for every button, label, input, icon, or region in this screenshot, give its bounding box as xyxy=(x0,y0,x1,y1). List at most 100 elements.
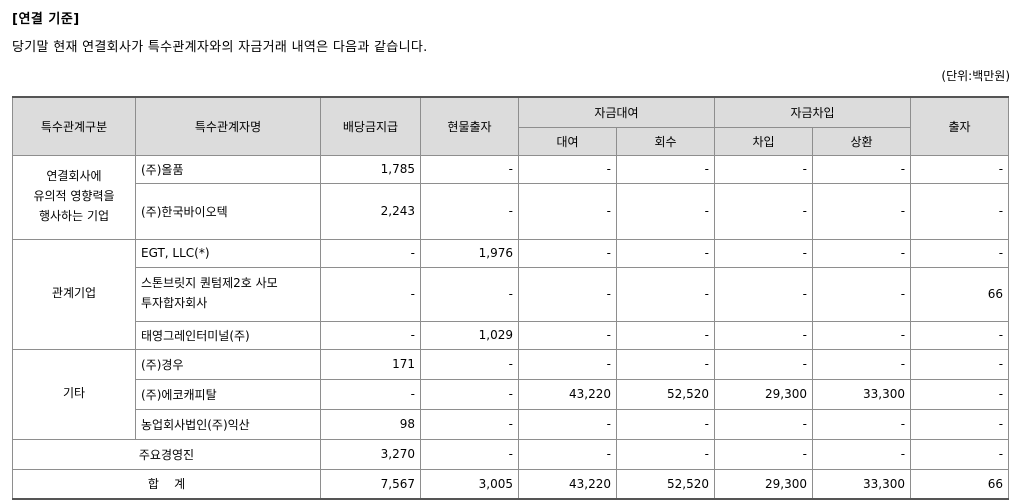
value-cell: - xyxy=(420,182,519,240)
value-cell: - xyxy=(420,438,519,470)
value-cell: - xyxy=(518,266,617,322)
value-cell: - xyxy=(910,238,1010,268)
value-cell: - xyxy=(812,154,912,184)
value-cell: - xyxy=(320,266,421,322)
value-cell: 1,976 xyxy=(420,238,519,268)
value-cell: - xyxy=(910,320,1010,350)
value-cell: - xyxy=(910,438,1010,470)
table-row: 농업회사법인(주)익산 98- - - - - - xyxy=(13,408,1010,440)
value-cell: - xyxy=(518,320,617,350)
header-party-name: 특수관계자명 xyxy=(135,96,321,156)
value-cell: - xyxy=(812,266,912,322)
value-cell: - xyxy=(320,320,421,350)
header-loan-group: 자금대여 xyxy=(517,96,716,128)
value-cell: - xyxy=(910,154,1010,184)
party-name-cell: 농업회사법인(주)익산 xyxy=(135,408,321,440)
value-cell: - xyxy=(518,438,617,470)
value-cell: 52,520 xyxy=(615,378,716,410)
value-cell: 1,785 xyxy=(320,154,421,184)
table-row: 스톤브릿지 퀀텀제2호 사모 투자합자회사 - - - - - -66 xyxy=(13,266,1010,322)
value-cell: - xyxy=(714,266,814,322)
value-cell: - xyxy=(714,348,814,380)
value-cell: 66 xyxy=(910,468,1010,500)
value-cell: - xyxy=(420,266,519,322)
header-borrow-group: 자금차입 xyxy=(714,96,912,128)
value-cell: - xyxy=(714,438,814,470)
header-repayment: 상환 xyxy=(812,126,912,156)
value-cell: - xyxy=(714,238,814,268)
value-cell: - xyxy=(615,408,716,440)
table-row: 기타 (주)경우 171- - - - - - xyxy=(12,348,1010,440)
value-cell: - xyxy=(615,266,716,322)
value-cell: 33,300 xyxy=(812,468,912,500)
header-investment: 출자 xyxy=(910,96,1010,156)
value-cell: - xyxy=(714,320,814,350)
value-cell: 43,220 xyxy=(518,468,617,500)
category-cell: 기타 xyxy=(12,348,136,440)
value-cell: - xyxy=(518,408,617,440)
value-cell: 66 xyxy=(910,266,1010,322)
value-cell: 33,300 xyxy=(812,378,912,410)
executives-row: 주요경영진 3,270- - - - - - xyxy=(12,438,1010,470)
value-cell: - xyxy=(420,348,519,380)
party-name-cell: 스톤브릿지 퀀텀제2호 사모 투자합자회사 xyxy=(135,266,321,322)
value-cell: - xyxy=(420,408,519,440)
value-cell: - xyxy=(615,320,716,350)
value-cell: - xyxy=(812,238,912,268)
value-cell: 43,220 xyxy=(518,378,617,410)
header-collection: 회수 xyxy=(615,126,716,156)
value-cell: 7,567 xyxy=(320,468,421,500)
table-row: 관계기업 EGT, LLC(*) -1,976- - - - - xyxy=(12,238,1010,350)
header-category: 특수관계구분 xyxy=(12,96,136,156)
total-row: 합 계 7,567 3,005 43,220 52,520 29,300 33,300 66 xyxy=(12,468,1010,500)
party-name-cell: (주)에코캐피탈 xyxy=(135,378,321,410)
value-cell: - xyxy=(615,438,716,470)
value-cell: - xyxy=(714,182,814,240)
header-borrowing: 차입 xyxy=(714,126,814,156)
value-cell: - xyxy=(518,238,617,268)
table-row: (주)한국바이오텍 2,243- - - - - - xyxy=(13,182,1010,240)
value-cell: - xyxy=(910,408,1010,440)
table-row: 연결회사에 유의적 영향력을 행사하는 기업 (주)올품 1,785- - - - - - xyxy=(12,154,1010,240)
value-cell: 29,300 xyxy=(714,378,814,410)
table-row: (주)에코캐피탈 - -43,220 52,520 29,300 33,300- xyxy=(13,378,1010,410)
category-cell: 연결회사에 유의적 영향력을 행사하는 기업 xyxy=(12,154,136,240)
value-cell: - xyxy=(518,348,617,380)
section-heading: [연결 기준] xyxy=(12,12,80,27)
value-cell: - xyxy=(910,378,1010,410)
value-cell: - xyxy=(320,238,421,268)
value-cell: - xyxy=(615,348,716,380)
value-cell: - xyxy=(812,348,912,380)
value-cell: - xyxy=(615,154,716,184)
value-cell: 29,300 xyxy=(714,468,814,500)
header-in-kind: 현물출자 xyxy=(420,96,519,156)
category-cell: 관계기업 xyxy=(12,238,136,350)
value-cell: 171 xyxy=(320,348,421,380)
table-body: 연결회사에 유의적 영향력을 행사하는 기업 (주)올품 1,785- - - - - - (주)한… xyxy=(12,154,1010,500)
value-cell: - xyxy=(714,154,814,184)
value-cell: 3,005 xyxy=(420,468,519,500)
value-cell: - xyxy=(910,182,1010,240)
party-name-cell: EGT, LLC(*) xyxy=(135,238,321,268)
party-name-cell: 태영그레인터미널(주) xyxy=(135,320,321,350)
value-cell: 98 xyxy=(320,408,421,440)
value-cell: 3,270 xyxy=(320,438,421,470)
value-cell: - xyxy=(420,378,519,410)
header-dividend: 배당금지급 xyxy=(320,96,421,156)
value-cell: - xyxy=(910,348,1010,380)
value-cell: - xyxy=(518,154,617,184)
value-cell: - xyxy=(615,238,716,268)
value-cell: - xyxy=(812,182,912,240)
value-cell: - xyxy=(615,182,716,240)
party-name-cell: (주)경우 xyxy=(135,348,321,380)
value-cell: - xyxy=(812,408,912,440)
value-cell: 1,029 xyxy=(420,320,519,350)
value-cell: - xyxy=(420,154,519,184)
total-label: 합 계 xyxy=(12,468,321,500)
value-cell: - xyxy=(518,182,617,240)
value-cell: - xyxy=(812,438,912,470)
party-name-cell: (주)한국바이오텍 xyxy=(135,182,321,240)
value-cell: - xyxy=(812,320,912,350)
related-party-transactions-table: 특수관계구분 특수관계자명 배당금지급 현물출자 자금대여 자금차입 출자 대여… xyxy=(12,96,1010,500)
table-row: 태영그레인터미널(주) -1,029- - - - - xyxy=(13,320,1010,350)
